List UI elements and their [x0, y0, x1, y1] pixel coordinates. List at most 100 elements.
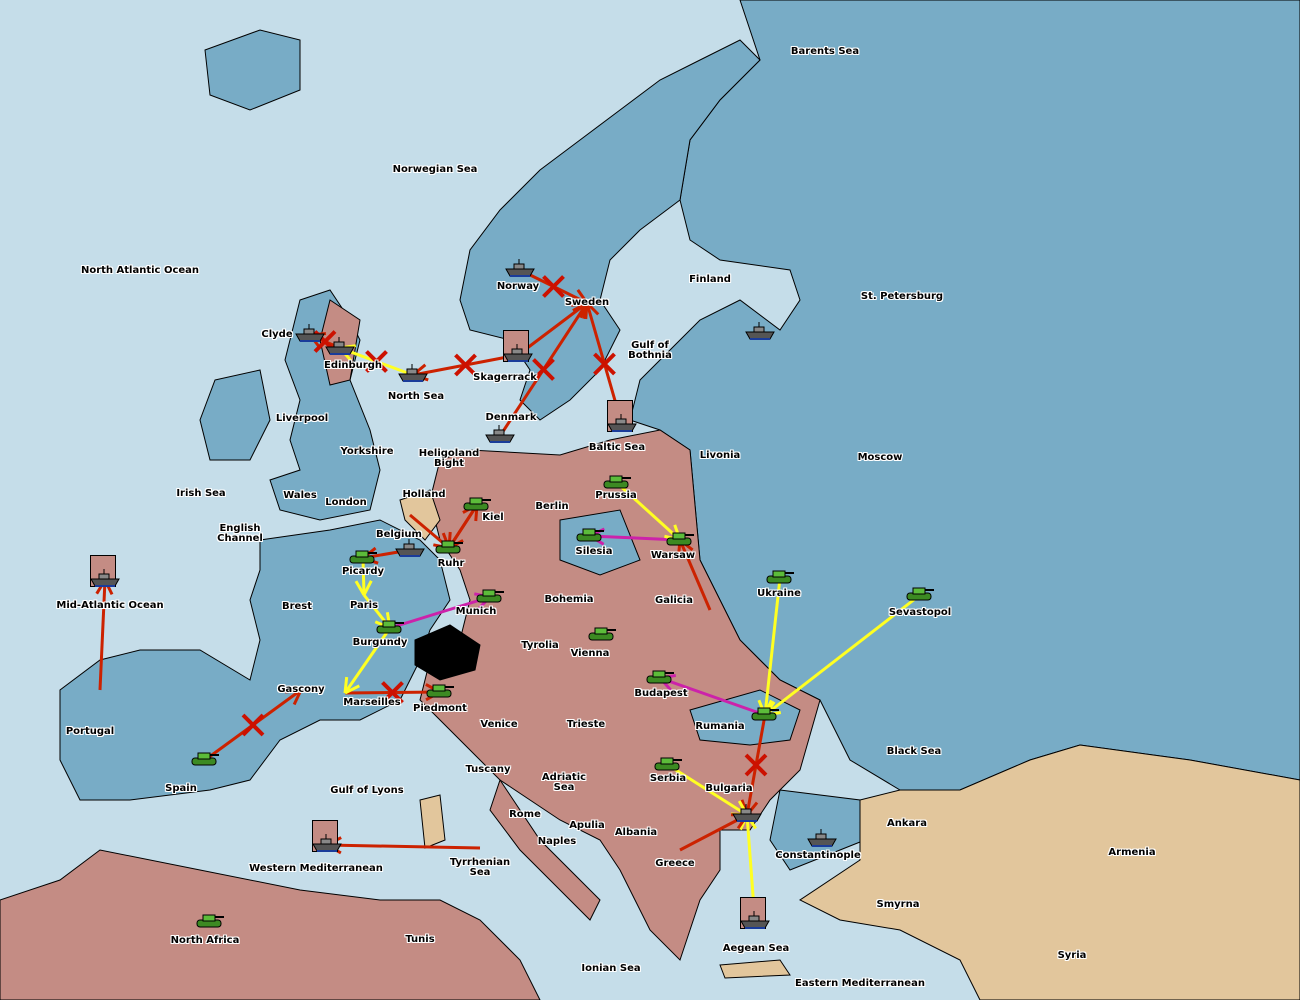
region-label[interactable]: Budapest: [634, 688, 688, 699]
army-icon[interactable]: [434, 538, 464, 558]
region-label[interactable]: Holland: [402, 489, 446, 500]
region-label[interactable]: Serbia: [649, 773, 687, 784]
region-label[interactable]: Ankara: [887, 818, 927, 829]
region-label[interactable]: North Africa: [170, 935, 240, 946]
region-label[interactable]: Denmark: [485, 412, 537, 423]
region-label[interactable]: Apulia: [569, 820, 605, 831]
region-label[interactable]: English Channel: [217, 523, 263, 544]
region-label[interactable]: Portugal: [65, 726, 115, 737]
army-icon[interactable]: [665, 530, 695, 550]
region-label[interactable]: Greece: [655, 858, 695, 869]
region-label[interactable]: Sevastopol: [888, 607, 952, 618]
region-label[interactable]: Yorkshire: [340, 446, 394, 457]
army-icon[interactable]: [575, 526, 605, 546]
region-label[interactable]: Black Sea: [886, 746, 942, 757]
region-label[interactable]: Tyrrhenian Sea: [449, 857, 511, 878]
region-label[interactable]: Norway: [496, 281, 540, 292]
army-icon[interactable]: [375, 618, 405, 638]
region-label[interactable]: Edinburgh: [323, 360, 383, 371]
fleet-icon[interactable]: [485, 425, 515, 447]
region-label[interactable]: Wales: [283, 490, 317, 501]
region-label[interactable]: Warsaw: [650, 550, 696, 561]
army-icon[interactable]: [645, 668, 675, 688]
region-label[interactable]: Skagerrack: [473, 372, 537, 383]
region-label[interactable]: Albania: [614, 827, 658, 838]
region-label[interactable]: Heligoland Bight: [418, 448, 480, 469]
region-label[interactable]: Norwegian Sea: [392, 164, 478, 175]
fleet-icon[interactable]: [325, 337, 355, 359]
region-label[interactable]: Brest: [281, 601, 313, 612]
region-label[interactable]: Barents Sea: [790, 46, 860, 57]
army-icon[interactable]: [195, 912, 225, 932]
fleet-icon[interactable]: [503, 330, 533, 366]
army-icon[interactable]: [905, 585, 935, 605]
region-label[interactable]: North Sea: [387, 391, 445, 402]
region-label[interactable]: Munich: [455, 606, 497, 617]
region-label[interactable]: North Atlantic Ocean: [80, 265, 200, 276]
region-label[interactable]: Kiel: [482, 512, 504, 523]
army-icon[interactable]: [475, 587, 505, 607]
region-label[interactable]: Tunis: [405, 934, 435, 945]
region-label[interactable]: Bulgaria: [705, 783, 753, 794]
region-label[interactable]: Paris: [349, 600, 379, 611]
fleet-icon[interactable]: [312, 820, 342, 856]
region-label[interactable]: Rome: [509, 809, 541, 820]
region-label[interactable]: Gascony: [277, 684, 325, 695]
region-label[interactable]: Livonia: [699, 450, 741, 461]
army-icon[interactable]: [765, 568, 795, 588]
region-label[interactable]: Marseilles: [343, 697, 401, 708]
region-label[interactable]: Adriatic Sea: [541, 772, 587, 793]
fleet-icon[interactable]: [745, 322, 775, 344]
region-label[interactable]: Tuscany: [465, 764, 511, 775]
fleet-icon[interactable]: [732, 804, 762, 826]
region-label[interactable]: Naples: [537, 836, 577, 847]
region-label[interactable]: Eastern Mediterranean: [795, 978, 925, 989]
region-label[interactable]: Piedmont: [413, 703, 467, 714]
region-label[interactable]: Spain: [165, 783, 197, 794]
region-label[interactable]: Mid-Atlantic Ocean: [56, 600, 164, 611]
region-label[interactable]: Ionian Sea: [581, 963, 641, 974]
region-label[interactable]: St. Petersburg: [860, 291, 944, 302]
region-label[interactable]: Finland: [689, 274, 731, 285]
region-label[interactable]: Vienna: [570, 648, 610, 659]
region-label[interactable]: Western Mediterranean: [249, 863, 383, 874]
region-label[interactable]: Irish Sea: [176, 488, 226, 499]
region-label[interactable]: Aegean Sea: [722, 943, 790, 954]
fleet-icon[interactable]: [807, 829, 837, 851]
fleet-icon[interactable]: [607, 400, 637, 436]
army-icon[interactable]: [653, 755, 683, 775]
region-label[interactable]: Armenia: [1108, 847, 1156, 858]
region-label[interactable]: Syria: [1057, 950, 1087, 961]
fleet-icon[interactable]: [395, 539, 425, 561]
region-label[interactable]: Rumania: [695, 721, 745, 732]
region-label[interactable]: Constantinople: [775, 850, 861, 861]
region-label[interactable]: Moscow: [857, 452, 903, 463]
region-label[interactable]: Belgium: [376, 529, 422, 540]
region-label[interactable]: Bohemia: [544, 594, 594, 605]
army-icon[interactable]: [190, 750, 220, 770]
army-icon[interactable]: [750, 705, 780, 725]
army-icon[interactable]: [587, 625, 617, 645]
region-label[interactable]: Gulf of Bothnia: [628, 340, 672, 361]
fleet-icon[interactable]: [295, 324, 325, 346]
fleet-icon[interactable]: [505, 259, 535, 281]
region-label[interactable]: Silesia: [575, 546, 613, 557]
army-icon[interactable]: [425, 682, 455, 702]
region-label[interactable]: Ruhr: [437, 558, 465, 569]
region-label[interactable]: Liverpool: [275, 413, 329, 424]
region-label[interactable]: Venice: [480, 719, 518, 730]
region-label[interactable]: Galicia: [655, 595, 693, 606]
region-label[interactable]: Ukraine: [757, 588, 801, 599]
region-label[interactable]: Smyrna: [876, 899, 920, 910]
region-label[interactable]: Tyrolia: [521, 640, 559, 651]
region-label[interactable]: Prussia: [595, 490, 637, 501]
region-label[interactable]: Picardy: [341, 566, 385, 577]
region-label[interactable]: Burgundy: [352, 637, 408, 648]
army-icon[interactable]: [602, 473, 632, 493]
region-label[interactable]: Berlin: [535, 501, 569, 512]
region-label[interactable]: Trieste: [566, 719, 606, 730]
region-label[interactable]: Clyde: [261, 329, 293, 340]
army-icon[interactable]: [348, 548, 378, 568]
region-label[interactable]: London: [325, 497, 367, 508]
